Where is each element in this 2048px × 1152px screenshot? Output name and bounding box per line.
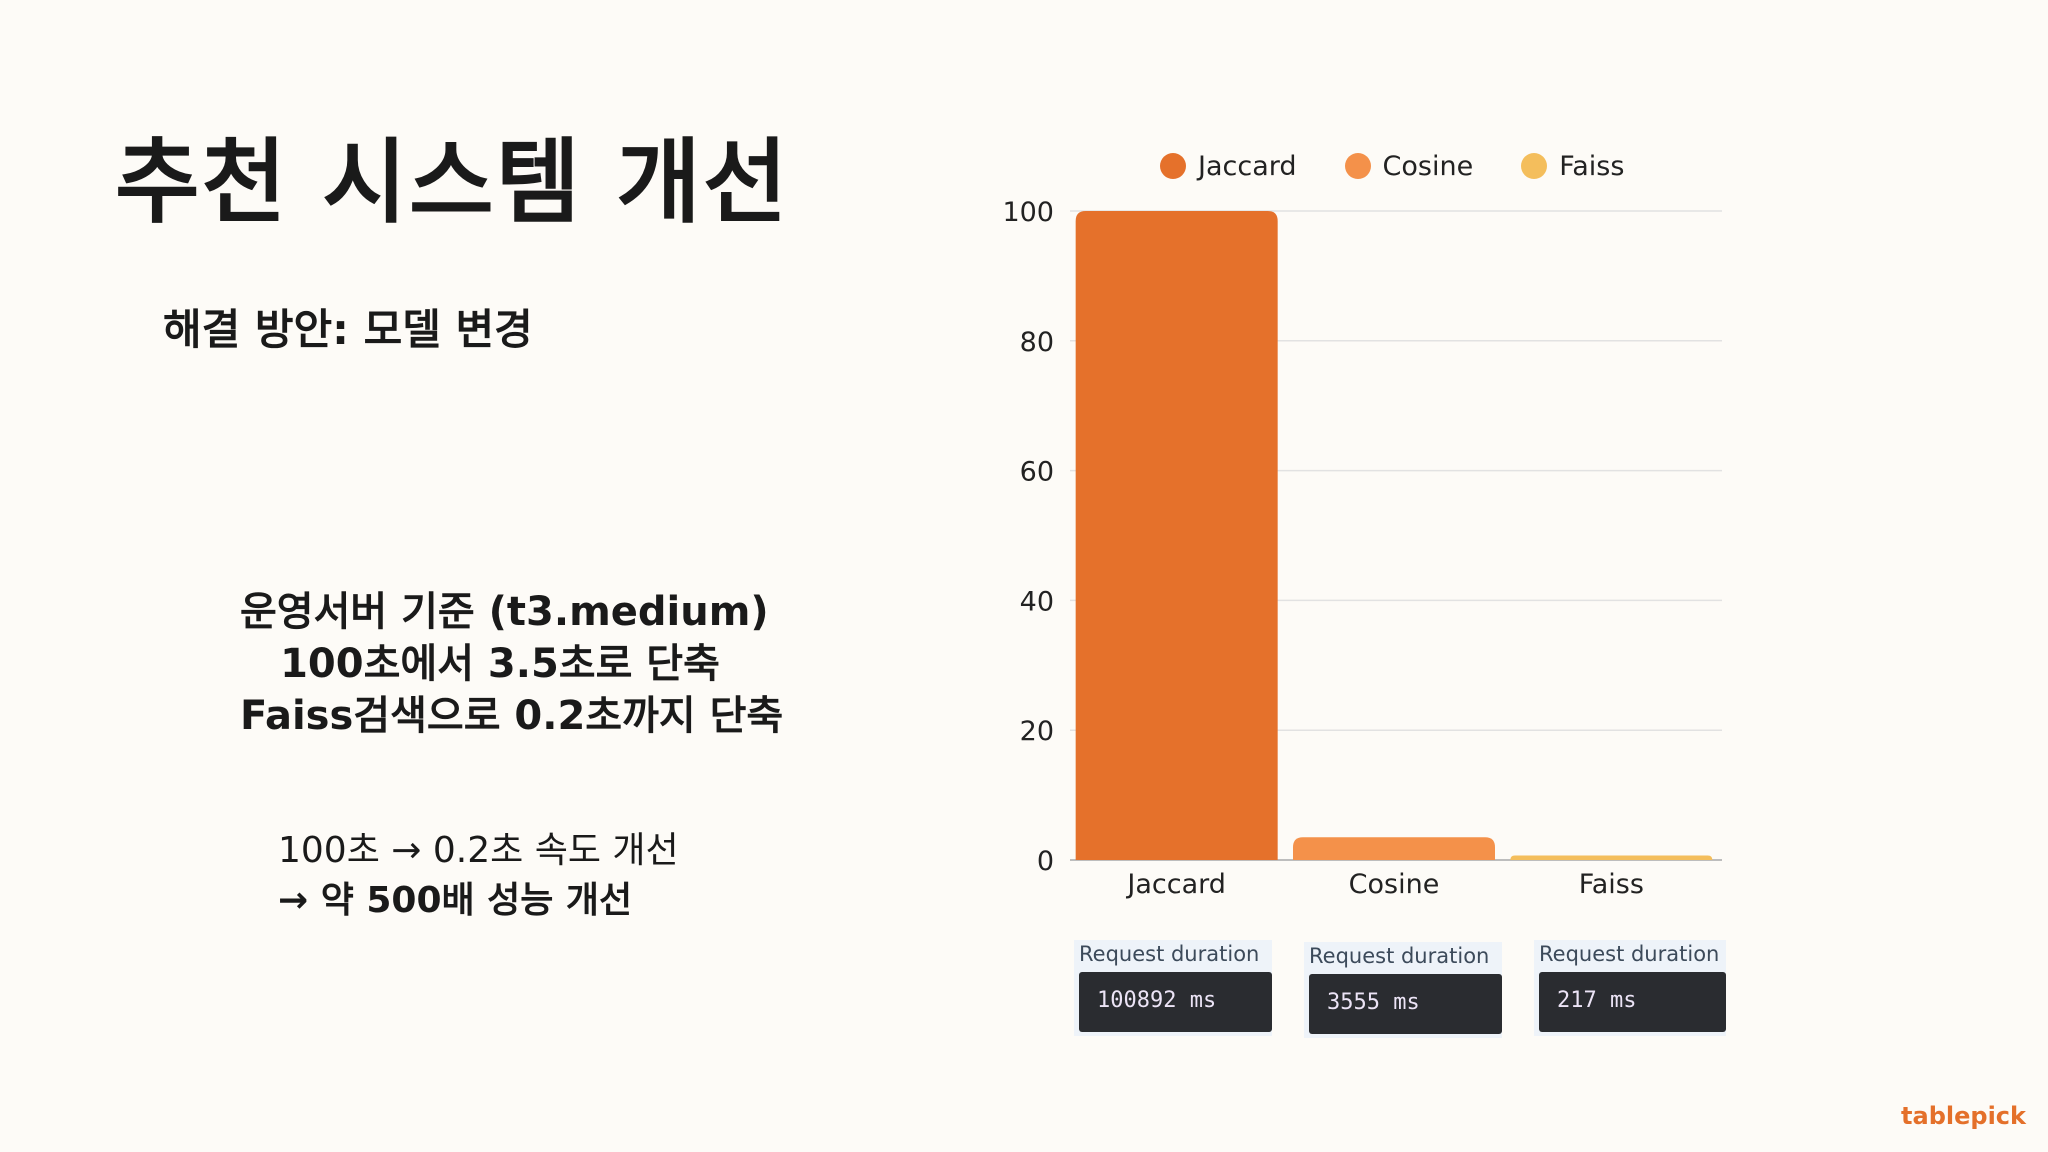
y-tick-label: 80 [1020,327,1054,358]
description-line: Faiss검색으로 0.2초까지 단축 [240,693,784,739]
request-duration-value-box: 100892 ms [1079,972,1272,1032]
request-duration-value-box: 217 ms [1539,972,1726,1032]
request-duration-panel-faiss: Request duration 217 ms [1534,940,1726,1036]
legend-label: Cosine [1382,150,1474,182]
legend-label: Faiss [1559,150,1625,182]
bar-cosine [1293,837,1495,860]
y-tick-label: 20 [1020,716,1054,747]
request-duration-panel-jaccard: Request duration 100892 ms [1074,940,1272,1036]
request-duration-label: Request duration [1079,942,1260,966]
request-duration-panel-cosine: Request duration 3555 ms [1304,942,1502,1038]
summary-line-speed: 100초 → 0.2초 속도 개선 [278,830,679,871]
y-tick-label: 100 [1002,197,1054,228]
summary-line-improvement: → 약 500배 성능 개선 [278,880,633,921]
legend-item-faiss: Faiss [1521,151,1624,182]
slide-title: 추천 시스템 개선 [115,129,790,236]
x-tick-label: Cosine [1349,869,1440,900]
legend-swatch [1521,153,1548,179]
request-duration-value-box: 3555 ms [1309,974,1502,1034]
tablepick-logo: tablepick [1901,1102,2026,1130]
bar-faiss [1510,855,1713,860]
legend-swatch [1160,153,1186,179]
request-duration-label: Request duration [1309,944,1490,968]
y-tick-label: 0 [1037,846,1054,877]
request-duration-value: 217 ms [1557,988,1637,1013]
summary-block: 100초 → 0.2초 속도 개선 → 약 500배 성능 개선 [278,826,679,926]
bar-jaccard [1075,211,1278,860]
x-tick-label: Faiss [1579,869,1644,900]
chart-legend: Jaccard Cosine Faiss [1160,146,1624,186]
y-tick-label: 60 [1020,457,1054,488]
request-duration-value: 3555 ms [1327,990,1420,1015]
slide-subtitle: 해결 방안: 모델 변경 [163,305,533,354]
description-block: 운영서버 기준 (t3.medium) 100초에서 3.5초로 단축 Fais… [240,586,784,742]
y-tick-label: 40 [1020,586,1054,617]
description-line: 100초에서 3.5초로 단축 [280,641,720,687]
legend-item-jaccard: Jaccard [1160,151,1297,182]
request-duration-value: 100892 ms [1097,988,1217,1013]
legend-swatch [1344,153,1371,179]
legend-item-cosine: Cosine [1344,150,1474,182]
x-tick-label: Jaccard [1125,869,1226,900]
request-duration-label: Request duration [1539,942,1720,966]
description-line: 운영서버 기준 (t3.medium) [240,589,769,635]
legend-label: Jaccard [1198,150,1297,182]
